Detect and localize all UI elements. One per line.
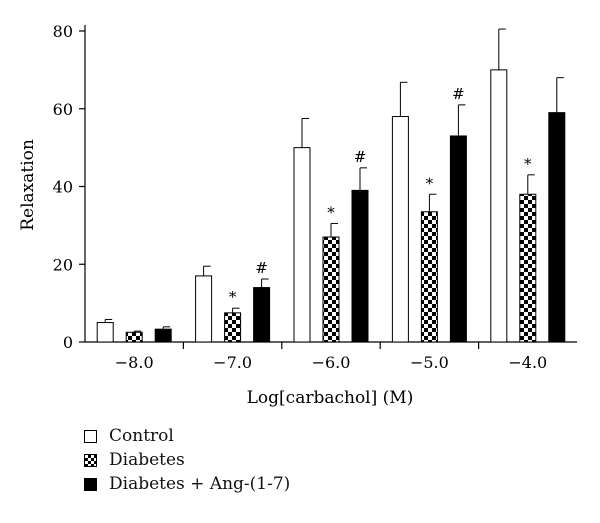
- bar: [322, 236, 340, 343]
- legend-swatch-control: [84, 429, 97, 443]
- legend-item-diabetes: Diabetes: [84, 448, 290, 472]
- x-tick-label: −4.0: [508, 353, 547, 372]
- legend-label-diabetes: Diabetes: [109, 450, 185, 470]
- y-tick-label: 60: [53, 100, 73, 119]
- legend-swatch-diabetes: [84, 453, 97, 467]
- bar: [490, 69, 508, 343]
- significance-mark: *: [327, 203, 335, 221]
- bar-chart: 0 20 40 60 80 −8.0 −7.0 * # −6.0 * # −5.0 * # −4.0 * Rel…: [18, 22, 577, 408]
- significance-mark: *: [229, 288, 237, 306]
- bar: [96, 322, 114, 343]
- bar: [125, 331, 143, 343]
- x-tick-label: −8.0: [115, 353, 154, 372]
- significance-mark: #: [354, 148, 367, 166]
- x-tick-label: −7.0: [213, 353, 252, 372]
- legend-label-diabetes-ang: Diabetes + Ang-(1-7): [109, 474, 291, 494]
- significance-mark: #: [255, 259, 268, 277]
- bar: [253, 287, 271, 343]
- bar: [224, 312, 242, 343]
- bar: [519, 193, 537, 343]
- bar: [351, 189, 369, 343]
- bar: [391, 116, 409, 343]
- y-tick-label: 20: [53, 255, 73, 274]
- significance-mark: #: [452, 85, 465, 103]
- x-tick-label: −6.0: [312, 353, 351, 372]
- bar: [195, 275, 213, 343]
- legend-label-control: Control: [109, 426, 174, 446]
- y-tick-label: 0: [63, 333, 73, 352]
- y-tick-label: 80: [53, 22, 73, 41]
- y-tick-label: 40: [53, 178, 73, 197]
- x-axis-label: Log[carbachol] (M): [247, 388, 414, 408]
- legend-item-control: Control: [84, 424, 290, 448]
- bar: [154, 328, 172, 343]
- plot-area: 0 20 40 60 80 −8.0 −7.0 * # −6.0 * # −5.0 * # −4.0 *: [53, 22, 577, 372]
- x-tick-label: −5.0: [410, 353, 449, 372]
- bar: [420, 211, 438, 343]
- bar: [449, 135, 467, 343]
- significance-mark: *: [524, 155, 532, 173]
- significance-mark: *: [426, 174, 434, 192]
- bar: [293, 147, 311, 343]
- legend: Control Diabetes Diabetes + Ang-(1-7): [84, 424, 290, 496]
- legend-swatch-diabetes-ang: [84, 477, 97, 491]
- y-axis-label: Relaxation: [18, 139, 38, 231]
- bar: [548, 112, 566, 343]
- legend-item-diabetes-ang: Diabetes + Ang-(1-7): [84, 472, 290, 496]
